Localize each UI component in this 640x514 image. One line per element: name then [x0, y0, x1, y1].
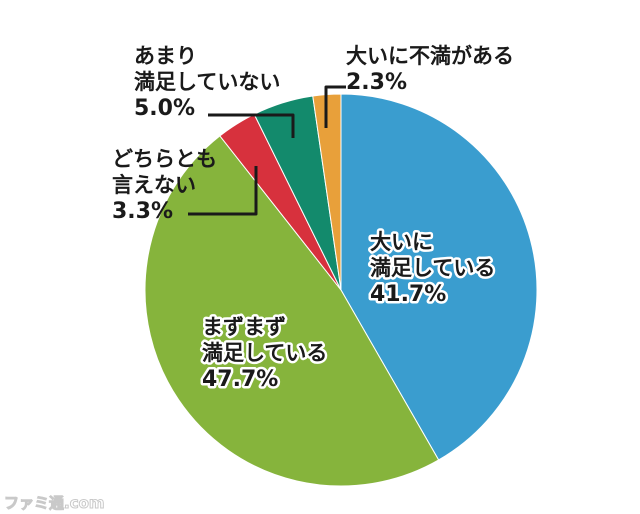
slice-label-line: まずまず: [202, 315, 286, 339]
slice-label-very-satisfied: 大いに満足している 41.7%: [370, 230, 495, 307]
slice-value-very-satisfied: 41.7%: [370, 282, 446, 307]
slice-label-neutral: どちらとも言えない 3.3%: [112, 147, 217, 224]
slice-label-line: 言えない: [112, 173, 196, 197]
slice-label-line: 満足していない: [134, 70, 280, 94]
pie-slices: [144, 93, 538, 487]
slice-value-not-very-satisfied: 5.0%: [134, 96, 195, 121]
slice-label-not-very-satisfied: あまり満足していない 5.0%: [134, 44, 280, 121]
watermark-logo: ファミ通.com: [4, 494, 106, 513]
slice-value-very-dissatisfied: 2.3%: [346, 70, 407, 95]
slice-value-fairly-satisfied: 47.7%: [202, 367, 278, 392]
leader-lines: [188, 85, 346, 216]
slice-label-line: 満足している: [202, 341, 327, 365]
slice-label-line: 大いに不満がある: [346, 44, 514, 68]
pie-slice-very-satisfied: [340, 93, 538, 461]
slice-label-line: 満足している: [370, 256, 495, 280]
slice-label-line: あまり: [134, 44, 197, 68]
slice-label-line: どちらとも: [112, 147, 217, 171]
slice-label-line: 大いに: [370, 230, 433, 254]
leader-line-neutral: [188, 166, 258, 216]
slice-label-very-dissatisfied: 大いに不満がある 2.3%: [346, 44, 514, 95]
slice-labels: 大いに満足している 41.7%まずまず満足している 47.7%どちらとも言えない 3.…: [112, 44, 514, 395]
slice-label-fairly-satisfied: まずまず満足している 47.7%: [202, 315, 327, 392]
slice-value-neutral: 3.3%: [112, 199, 173, 224]
leader-line-very-dissatisfied: [324, 85, 346, 128]
pie-slice-fairly-satisfied: [144, 135, 440, 487]
leader-line-not-very-satisfied: [208, 113, 295, 138]
